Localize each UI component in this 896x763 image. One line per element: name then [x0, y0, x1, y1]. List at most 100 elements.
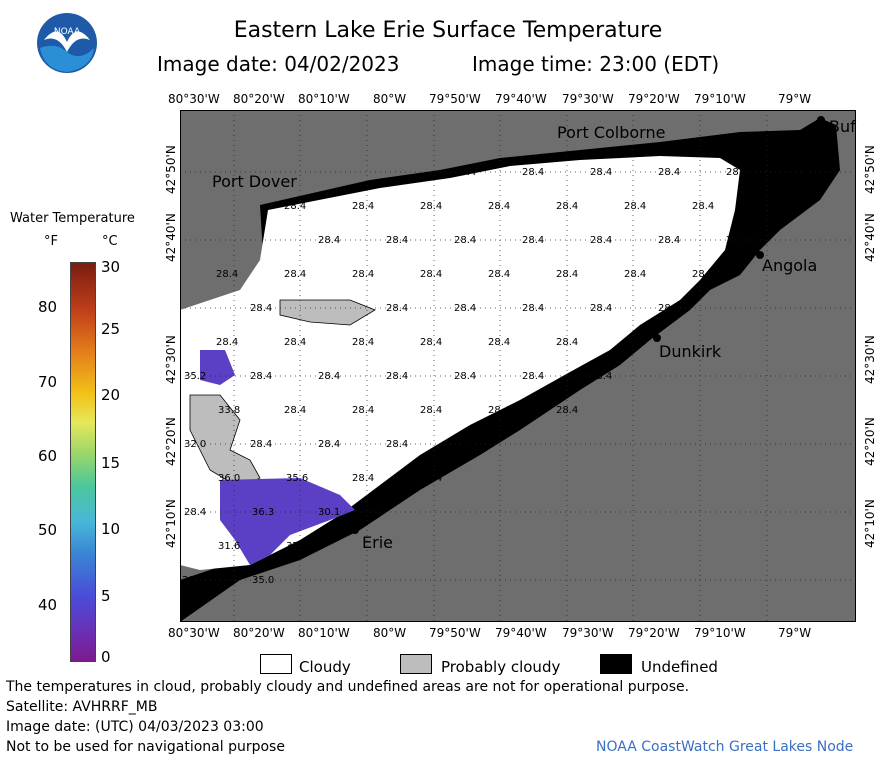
- port-colborne-dot: [682, 144, 690, 152]
- temp-label: 28.4: [216, 337, 239, 348]
- scale-f-tick: 40: [38, 596, 58, 614]
- scale-c-unit: °C: [102, 234, 118, 249]
- temp-label: 28.4: [420, 201, 443, 212]
- temp-label: 28.4: [658, 235, 681, 246]
- right-tick: 42°30'N: [863, 335, 877, 384]
- erie-dot: [351, 526, 359, 534]
- top-tick: 79°40'W: [495, 92, 547, 106]
- temp-label: 28.4: [318, 371, 341, 382]
- bottom-tick: 80°30'W: [168, 626, 220, 640]
- lake-map[interactable]: [180, 110, 856, 622]
- map-title: Eastern Lake Erie Surface Temperature: [233, 18, 663, 43]
- left-tick: 42°10'N: [164, 499, 178, 548]
- temp-label: 28.4: [522, 371, 545, 382]
- buffalo-dot: [817, 116, 825, 124]
- scale-c-tick: 0: [101, 648, 111, 666]
- dunkirk-dot: [653, 334, 661, 342]
- top-tick: 79°50'W: [429, 92, 481, 106]
- map-frame: [180, 110, 856, 622]
- temp-label: 28.4: [692, 269, 715, 280]
- temp-label: 28.4: [658, 167, 681, 178]
- city-erie: Erie: [362, 533, 393, 552]
- city-port-colborne: Port Colborne: [557, 123, 666, 142]
- lake-map-svg: [180, 110, 856, 622]
- angola-dot: [756, 251, 764, 259]
- cloudy-area: [180, 156, 740, 570]
- top-tick: 80°20'W: [233, 92, 285, 106]
- temp-label: 31.6: [218, 541, 241, 552]
- noaa-logo: NOAA: [36, 12, 98, 74]
- scale-c-tick: 30: [101, 258, 121, 276]
- temp-label: 28.4: [692, 201, 715, 212]
- legend-undefined-label: Undefined: [641, 658, 718, 676]
- temp-label: 28.4: [386, 235, 409, 246]
- temp-label: 30.1: [318, 507, 341, 518]
- top-tick: 79°20'W: [628, 92, 680, 106]
- temp-label: 28.4: [760, 201, 783, 212]
- bottom-tick: 79°30'W: [562, 626, 614, 640]
- temp-label: 28.4: [352, 201, 375, 212]
- footer-navigation-warning: Not to be used for navigational purpose: [6, 739, 285, 755]
- temp-label: 28.4: [216, 269, 239, 280]
- bottom-tick: 80°W: [373, 626, 407, 640]
- scale-c-tick: 15: [101, 454, 121, 472]
- bottom-tick: 79°20'W: [628, 626, 680, 640]
- bottom-tick: 79°W: [778, 626, 812, 640]
- image-date: Image date: 04/02/2023: [157, 52, 400, 76]
- temp-label: 28.4: [454, 167, 477, 178]
- temp-label: 28.4: [556, 405, 579, 416]
- temp-label: 28.4: [352, 473, 375, 484]
- temp-label: 35.2: [184, 371, 207, 382]
- temp-label: 28.4: [488, 405, 511, 416]
- temp-label: 28.4: [420, 405, 443, 416]
- temp-label: 28.4: [522, 235, 545, 246]
- warm-water-area: [220, 478, 355, 565]
- top-tick: 79°10'W: [694, 92, 746, 106]
- temp-label: 28.4: [794, 167, 817, 178]
- scale-f-tick: 80: [38, 298, 58, 316]
- left-tick: 42°20'N: [164, 417, 178, 466]
- temp-label: 28.4: [488, 269, 511, 280]
- scale-c-tick: 25: [101, 320, 121, 338]
- temp-label: 28.4: [318, 235, 341, 246]
- probably-cloudy-area: [279, 299, 376, 326]
- temp-label: 33.8: [218, 405, 241, 416]
- temp-label: 28.4: [284, 269, 307, 280]
- left-tick: 42°40'N: [164, 213, 178, 262]
- temp-label: 28.4: [726, 167, 749, 178]
- temp-label: 28.4: [726, 235, 749, 246]
- temp-label: 28.4: [590, 303, 613, 314]
- temp-label: 28.4: [658, 303, 681, 314]
- temp-label: 28.4: [250, 303, 273, 314]
- right-tick: 42°40'N: [863, 213, 877, 262]
- temp-label: 28.4: [184, 507, 207, 518]
- scale-f-unit: °F: [44, 234, 58, 249]
- footer-credit: NOAA CoastWatch Great Lakes Node: [596, 739, 854, 755]
- temp-label: 28.4: [488, 337, 511, 348]
- left-tick: 42°30'N: [164, 335, 178, 384]
- legend-undefined-swatch: [600, 654, 632, 674]
- bottom-tick: 79°40'W: [495, 626, 547, 640]
- right-tick: 42°50'N: [863, 145, 877, 194]
- right-tick: 42°20'N: [863, 417, 877, 466]
- temp-label: 28.4: [624, 269, 647, 280]
- temp-label: 28.4: [624, 201, 647, 212]
- temp-label: 28.4: [556, 201, 579, 212]
- scale-c-tick: 20: [101, 386, 121, 404]
- temp-label: 36.3: [252, 507, 275, 518]
- city-buffalo: Buf: [829, 117, 856, 136]
- legend-probably-cloudy-swatch: [400, 654, 432, 674]
- temp-label: 28.4: [590, 371, 613, 382]
- temp-label: 28.4: [454, 303, 477, 314]
- left-tick: 42°50'N: [164, 145, 178, 194]
- temp-label: 28.4: [624, 337, 647, 348]
- temp-label: 28.4: [250, 371, 273, 382]
- temp-label: 28.4: [386, 371, 409, 382]
- temp-label: 28.4: [556, 269, 579, 280]
- temp-label: 28.4: [284, 337, 307, 348]
- temp-label: 28.4: [556, 337, 579, 348]
- temperature-color-bar: [70, 262, 96, 662]
- temp-label: 37.4: [286, 541, 309, 552]
- right-tick: 42°10'N: [863, 499, 877, 548]
- temp-label: 28.4: [420, 269, 443, 280]
